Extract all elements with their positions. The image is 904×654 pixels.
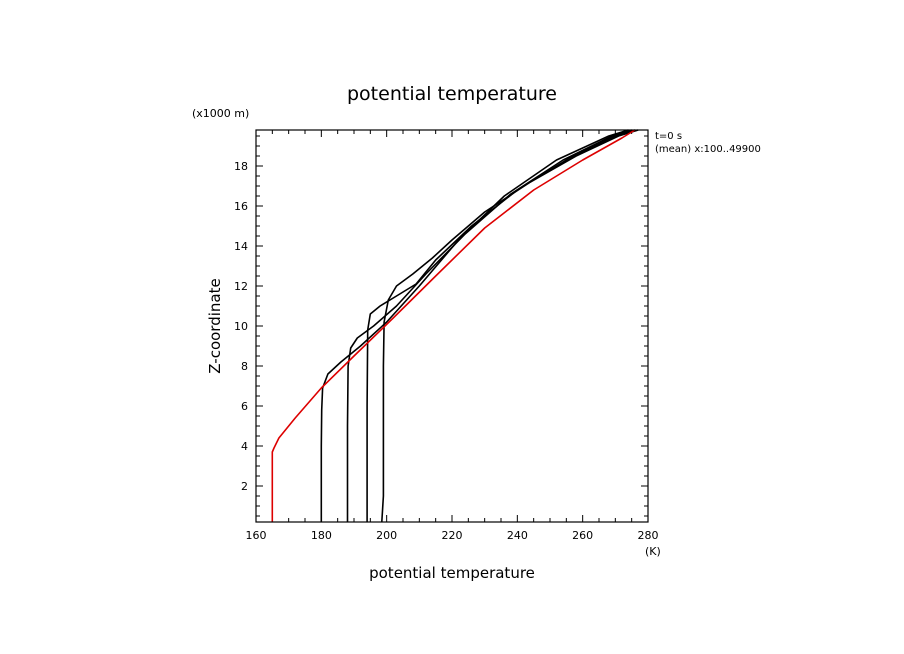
annotation-time: t=0 s	[655, 131, 682, 142]
y-tick-label: 18	[234, 160, 248, 173]
annotation-mean-range: (mean) x:100..49900	[655, 144, 761, 155]
y-axis-unit: (x1000 m)	[192, 107, 249, 120]
y-tick-label: 14	[234, 240, 248, 253]
x-tick-label: 280	[638, 529, 659, 542]
series-line-3	[366, 129, 636, 522]
y-tick-label: 4	[241, 440, 248, 453]
chart-title: potential temperature	[347, 83, 557, 105]
y-axis-label: Z-coordinate	[206, 278, 224, 373]
series-line-1	[320, 129, 629, 522]
series-line-2	[346, 129, 632, 522]
x-tick-label: 180	[311, 529, 332, 542]
x-tick-label: 260	[572, 529, 593, 542]
series-line-5	[271, 129, 636, 522]
x-tick-label: 240	[507, 529, 528, 542]
x-tick-label: 160	[246, 529, 267, 542]
series-group	[271, 129, 639, 523]
y-tick-label: 8	[241, 360, 248, 373]
x-tick-label: 200	[376, 529, 397, 542]
series-line-4	[381, 129, 639, 523]
y-tick-label: 16	[234, 200, 248, 213]
y-tick-label: 6	[241, 400, 248, 413]
y-tick-label: 12	[234, 280, 248, 293]
plot-frame	[255, 129, 649, 523]
x-tick-label: 220	[442, 529, 463, 542]
y-tick-label: 10	[234, 320, 248, 333]
y-tick-label: 2	[241, 480, 248, 493]
x-axis-unit: (K)	[645, 545, 661, 558]
x-axis-label: potential temperature	[369, 564, 535, 582]
axis-ticks: 160 180 200 220 240 260 280 2 4 6 8 10 12 14 16 18	[234, 130, 659, 542]
